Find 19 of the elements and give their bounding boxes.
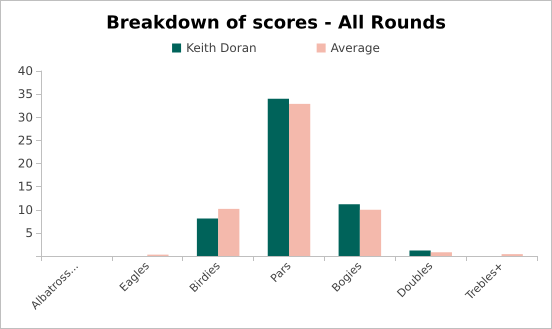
legend-label: Average xyxy=(330,41,380,55)
chart-title: Breakdown of scores - All Rounds xyxy=(106,12,446,34)
y-tick-label: 25 xyxy=(18,133,33,148)
y-tick-label: 5 xyxy=(25,226,33,240)
bar xyxy=(360,210,382,256)
y-tick-label: 30 xyxy=(18,110,33,124)
bar xyxy=(218,208,240,256)
bar xyxy=(268,98,289,256)
bar xyxy=(409,250,431,256)
bar xyxy=(338,204,360,256)
bar xyxy=(289,104,310,256)
bar xyxy=(196,218,218,256)
y-tick-label: 40 xyxy=(18,64,33,78)
bar xyxy=(430,252,452,256)
legend-label: Keith Doran xyxy=(186,41,257,55)
y-tick-label: 35 xyxy=(18,87,33,102)
y-tick-label: 15 xyxy=(18,180,33,194)
y-tick-label: 20 xyxy=(18,156,33,170)
y-tick-label: 10 xyxy=(18,202,33,217)
